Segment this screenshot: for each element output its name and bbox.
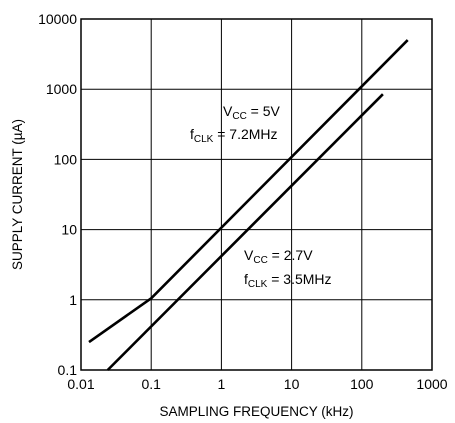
y-axis-title: SUPPLY CURRENT (µA) <box>10 119 25 270</box>
series-lines <box>88 39 409 371</box>
y-tick-label: 10 <box>61 222 77 238</box>
x-tick-label: 1 <box>218 376 226 392</box>
series-1-fclk-subscript: CLK <box>194 134 214 145</box>
series-1-vcc-symbol: V <box>223 103 233 119</box>
series-1-line <box>88 39 409 344</box>
x-tick-label: 1000 <box>416 376 447 392</box>
x-tick-label: 0.01 <box>67 376 94 392</box>
series-1-vcc-value: = 5V <box>247 103 281 119</box>
series-1-fclk-value: = 7.2MHz <box>213 126 277 142</box>
series-2-fclk-symbol: f <box>244 271 248 287</box>
grid-lines <box>81 19 432 370</box>
x-tick-label: 10 <box>284 376 300 392</box>
y-tick-label: 100 <box>54 151 78 167</box>
plot-frame <box>80 18 433 371</box>
series-2-fclk-subscript: CLK <box>248 279 268 290</box>
x-tick-label: 100 <box>350 376 374 392</box>
series-2-vcc-symbol: V <box>244 247 254 263</box>
series-1-vcc-label: VCC = 5V <box>223 103 281 122</box>
series-2-line <box>106 93 384 371</box>
series-1-vcc-subscript: CC <box>232 111 246 122</box>
series-2-fclk-value: = 3.5MHz <box>267 271 331 287</box>
series-2-vcc-value: = 2.7V <box>268 247 313 263</box>
series-1-fclk-symbol: f <box>190 126 194 142</box>
series-2-vcc-subscript: CC <box>253 255 267 266</box>
series-2-fclk-label: fCLK = 3.5MHz <box>244 271 332 290</box>
x-axis-title: SAMPLING FREQUENCY (kHz) <box>159 404 353 419</box>
y-tick-label: 1000 <box>46 81 77 97</box>
x-tick-label: 0.1 <box>141 376 161 392</box>
series-1-fclk-label: fCLK = 7.2MHz <box>190 126 278 145</box>
series-2-vcc-label: VCC = 2.7V <box>244 247 313 266</box>
y-tick-label: 1 <box>69 292 77 308</box>
y-tick-label: 10000 <box>38 11 77 27</box>
y-tick-label: 0.1 <box>58 362 78 378</box>
